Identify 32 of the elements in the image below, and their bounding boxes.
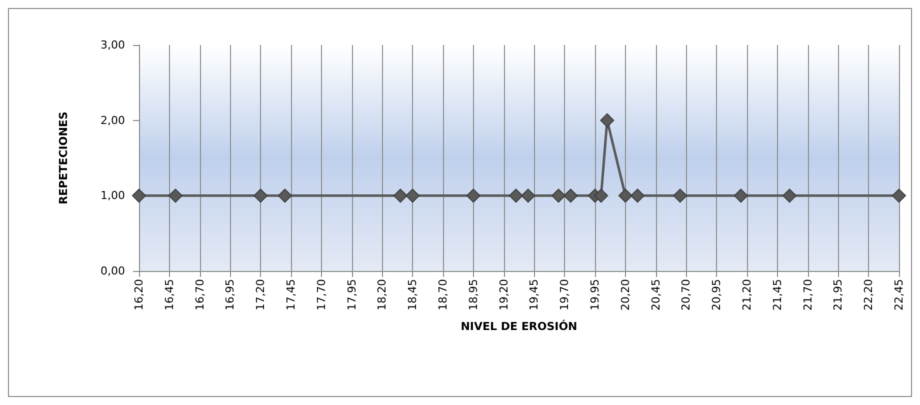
x-tick-label: 17,45: [284, 279, 298, 310]
x-tick-label: 21,20: [740, 279, 754, 310]
x-tick-label: 16,70: [193, 279, 206, 310]
x-tick-label: 18,95: [466, 279, 480, 310]
x-tick-label: 21,95: [832, 279, 845, 310]
x-tick-label: 16,95: [224, 279, 237, 310]
x-tick-label: 18,45: [406, 279, 420, 310]
y-tick-label: 1,00: [100, 189, 125, 202]
x-tick-label: 16,20: [132, 279, 146, 310]
y-tick-label: 0,00: [100, 264, 125, 278]
x-tick-label: 18,70: [436, 279, 450, 310]
x-tick-label: 20,70: [680, 279, 693, 310]
x-tick-label: 19,95: [588, 279, 602, 310]
x-tick-label: 22,45: [892, 279, 906, 310]
x-tick-label: 20,20: [618, 279, 632, 310]
x-tick-label: 17,95: [345, 279, 358, 310]
x-tick-label: 16,45: [162, 279, 176, 310]
x-tick-label: 22,20: [862, 279, 876, 310]
y-tick-label: 3,00: [100, 38, 125, 52]
x-tick-label: 20,45: [649, 279, 662, 310]
x-tick-label: 18,20: [376, 279, 389, 310]
x-tick-label: 17,70: [314, 279, 328, 310]
x-tick-label: 17,20: [254, 279, 268, 310]
x-tick-label: 21,70: [801, 279, 814, 310]
x-tick-label: 19,45: [528, 279, 541, 310]
x-tick-label: 21,45: [770, 279, 784, 310]
x-tick-label: 19,70: [558, 279, 572, 310]
x-axis-title: NIVEL DE EROSIÓN: [460, 319, 578, 333]
x-tick-label: 20,95: [710, 279, 724, 310]
x-tick-label: 19,20: [497, 279, 510, 310]
y-tick-label: 2,00: [100, 114, 125, 127]
y-axis-title: REPETECIONES: [57, 112, 70, 204]
